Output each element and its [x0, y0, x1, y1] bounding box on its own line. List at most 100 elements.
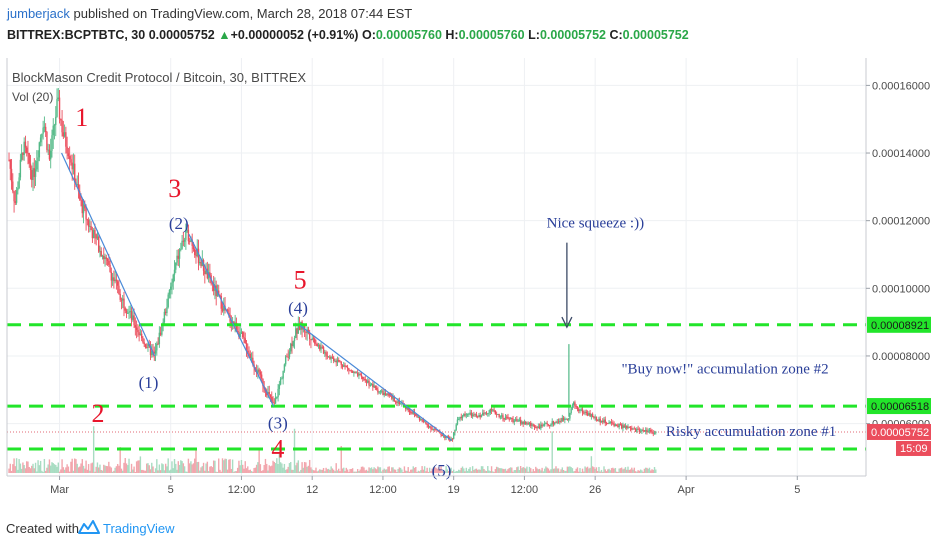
volume-bar: [567, 466, 570, 473]
candle-body: [614, 424, 617, 427]
candle-body: [308, 333, 311, 340]
candle-body: [42, 127, 44, 134]
candle-body: [359, 374, 361, 375]
publisher-link[interactable]: jumberjack: [7, 6, 70, 21]
volume-bar: [44, 470, 47, 473]
publish-line: jumberjack published on TradingView.com,…: [7, 6, 412, 21]
volume-bar: [356, 469, 359, 473]
volume-bar: [504, 468, 507, 473]
candle-body: [204, 270, 206, 275]
candle-body: [631, 428, 633, 430]
wave-subnumber-label[interactable]: (1): [139, 373, 159, 392]
candle-body: [444, 435, 446, 439]
candle-body: [353, 372, 355, 373]
volume-bar: [149, 469, 152, 473]
volume-bar: [434, 467, 436, 473]
candle-body: [153, 351, 155, 354]
candle-body: [89, 226, 91, 228]
wave-number-label[interactable]: 4: [271, 434, 284, 463]
annotations[interactable]: 1 2 3 4 5 (1) (2) (3) (4) (5) Nice squeeze :)) "Buy…: [75, 103, 836, 480]
volume-bar: [70, 461, 72, 473]
trend-line[interactable]: [61, 152, 156, 357]
candle-body: [247, 350, 249, 353]
chart-area[interactable]: 1 2 3 4 5 (1) (2) (3) (4) (5) Nice squeeze :)) "Buy…: [0, 58, 932, 510]
horizontal-levels[interactable]: [7, 323, 866, 451]
candle-body: [463, 414, 465, 417]
volume-bar: [99, 464, 101, 473]
candle-body: [115, 279, 118, 282]
volume-bar: [186, 471, 188, 473]
volume-bar: [301, 462, 303, 473]
volume-bar: [417, 470, 420, 473]
candle-body: [612, 422, 614, 424]
annotation-text[interactable]: "Buy now!" accumulation zone #2: [621, 362, 828, 378]
wave-number-label[interactable]: 3: [168, 174, 181, 203]
volume-bar: [172, 468, 174, 473]
candle-body: [36, 161, 38, 170]
wave-subnumber-label[interactable]: (4): [288, 299, 308, 318]
annotation-text[interactable]: Risky accumulation zone #1: [666, 424, 836, 440]
level-price-tag[interactable]: [867, 316, 931, 333]
candle-body: [47, 149, 49, 151]
volume-bar: [320, 469, 322, 473]
price-axis[interactable]: 0.00016000 0.00014000 0.00012000 0.00010000…: [866, 80, 931, 456]
volume-bar: [471, 466, 474, 473]
candle-body: [551, 421, 553, 425]
candle-body: [618, 423, 620, 427]
candle-body: [460, 416, 462, 419]
volume-bar: [626, 469, 628, 473]
wave-subnumber-label[interactable]: (2): [169, 214, 189, 233]
tradingview-logo-icon[interactable]: [78, 519, 100, 542]
candle-body: [273, 402, 276, 404]
tradingview-brand[interactable]: TradingView: [103, 521, 175, 536]
volume-bar: [211, 467, 214, 473]
candle-body: [164, 311, 167, 314]
volume-bar: [300, 469, 302, 473]
candle-body: [18, 177, 20, 189]
candle-body: [500, 415, 503, 417]
candle-body: [418, 416, 421, 420]
volume-bar: [228, 459, 230, 473]
candle-body: [137, 329, 139, 333]
annotation-text[interactable]: Nice squeeze :)): [547, 215, 644, 231]
candle-body: [387, 393, 389, 395]
candle-body: [607, 423, 609, 425]
candle-body: [197, 248, 200, 264]
wave-number-label[interactable]: 5: [294, 265, 307, 294]
candle-body: [161, 323, 163, 335]
price-chart[interactable]: 1 2 3 4 5 (1) (2) (3) (4) (5) Nice squeeze :)) "Buy…: [0, 58, 932, 510]
wave-subnumber-label[interactable]: (3): [268, 414, 288, 433]
volume-bar: [103, 464, 105, 473]
candle-body: [31, 170, 33, 180]
candle-body: [8, 159, 10, 161]
candle-body: [85, 208, 87, 220]
candle-body: [110, 271, 113, 281]
volume-bar: [147, 463, 149, 473]
volume-bar: [132, 469, 134, 473]
volume-bar: [628, 469, 630, 473]
volume-bar: [470, 471, 473, 473]
last-price-tag[interactable]: [867, 423, 931, 440]
volume-bar: [637, 470, 639, 473]
candle-body: [201, 260, 203, 267]
candle-body: [211, 283, 214, 285]
candle-body: [392, 396, 394, 399]
volume-bar: [633, 467, 636, 473]
wave-number-label[interactable]: 1: [75, 103, 88, 132]
wave-number-label[interactable]: 2: [91, 399, 104, 428]
wave-subnumber-label[interactable]: (5): [432, 461, 452, 480]
volume-bar: [259, 464, 262, 473]
volume-bar: [116, 463, 119, 473]
trend-line[interactable]: [188, 233, 275, 407]
candle-body: [422, 420, 425, 422]
level-price-tag[interactable]: [867, 398, 931, 415]
trend-lines[interactable]: [61, 152, 453, 441]
candle-body: [517, 420, 519, 422]
candle-body: [580, 409, 582, 411]
volume-bar: [22, 462, 24, 473]
candle-body: [336, 359, 339, 363]
candle-body: [600, 420, 603, 423]
time-axis[interactable]: Mar 5 12:00 12 12:00 19 12:00 26 Apr 5: [50, 476, 800, 496]
trend-line[interactable]: [299, 325, 453, 441]
volume-bar: [221, 458, 224, 473]
